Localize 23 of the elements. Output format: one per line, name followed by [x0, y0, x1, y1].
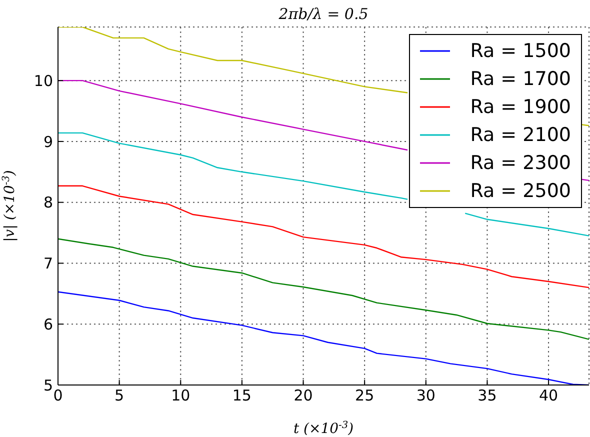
x-axis-title: t (×10$^{-3}$)	[293, 420, 354, 437]
line-series	[58, 238, 589, 340]
x-tick-label: 0	[53, 386, 63, 405]
legend-label: Ra = 1500	[470, 40, 571, 62]
legend-label: Ra = 1700	[470, 68, 571, 90]
x-tick-label: 25	[355, 386, 374, 405]
y-tick-label: 7	[43, 254, 53, 273]
legend-label: Ra = 1900	[470, 96, 571, 118]
y-tick-label: 8	[43, 194, 53, 212]
y-tick-label: 6	[43, 315, 53, 334]
x-tick-label: 5	[114, 386, 124, 405]
y-tick-label: 10	[34, 72, 53, 90]
x-tick-label: 30	[416, 386, 436, 405]
x-tick-label: 10	[171, 386, 190, 405]
legend-label: Ra = 2100	[470, 124, 571, 146]
legend-label: Ra = 2500	[470, 180, 571, 202]
y-tick-label: 9	[43, 132, 53, 151]
x-tick-label: 20	[294, 386, 313, 405]
legend-label: Ra = 2300	[470, 152, 571, 174]
chart-title: 2πb/λ = 0.5	[278, 5, 368, 23]
x-tick-label: 35	[478, 386, 497, 405]
x-tick-label: 40	[538, 386, 558, 405]
x-tick-label: 15	[232, 386, 252, 405]
